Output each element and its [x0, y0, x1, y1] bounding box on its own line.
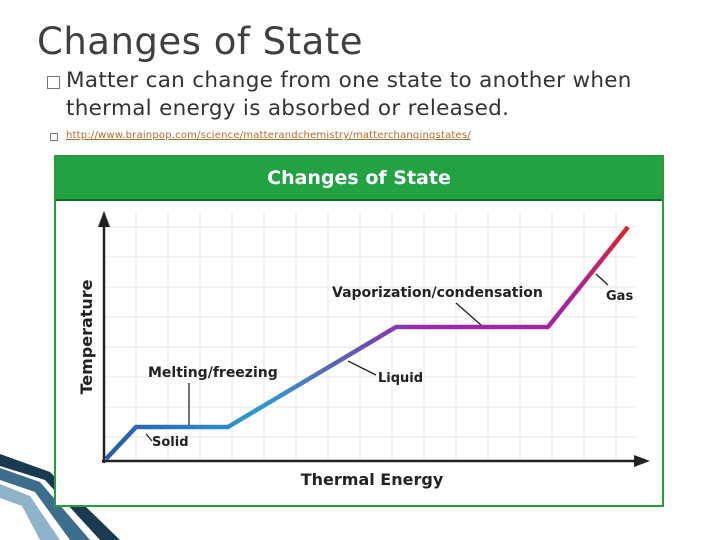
- solid-label: Solid: [152, 435, 189, 450]
- y-axis-label: Temperature: [77, 279, 96, 394]
- slide-title: Changes of State: [37, 20, 364, 63]
- liquid-leader: [347, 360, 377, 376]
- figure-header: Changes of State: [56, 157, 662, 201]
- decorative-corner-stripes: [0, 454, 120, 540]
- solid-leader: [145, 433, 153, 442]
- melting-label: Melting/freezing: [148, 365, 278, 381]
- vaporization-label: Vaporization/condensation: [332, 285, 543, 301]
- bullet-icon: [47, 76, 60, 89]
- changes-of-state-figure: Changes of State: [54, 155, 664, 507]
- y-axis-arrow-icon: [98, 211, 110, 227]
- figure-header-title: Changes of State: [267, 167, 451, 189]
- axes: [102, 223, 640, 463]
- heating-curve: Temperature Thermal Energy Solid Melting…: [77, 211, 650, 489]
- gas-leader: [595, 273, 609, 286]
- x-axis-arrow-icon: [634, 455, 650, 467]
- gas-label: Gas: [606, 289, 633, 304]
- bullet-icon: [50, 133, 58, 141]
- brainpop-link[interactable]: http://www.brainpop.com/science/matteran…: [66, 130, 471, 141]
- grid: [103, 211, 636, 459]
- vaporization-leader: [455, 302, 482, 326]
- liquid-label: Liquid: [378, 371, 423, 386]
- x-axis-label: Thermal Energy: [301, 470, 444, 489]
- heating-curve-line: [104, 225, 630, 461]
- bullet-text: Matter can change from one state to anot…: [66, 68, 632, 121]
